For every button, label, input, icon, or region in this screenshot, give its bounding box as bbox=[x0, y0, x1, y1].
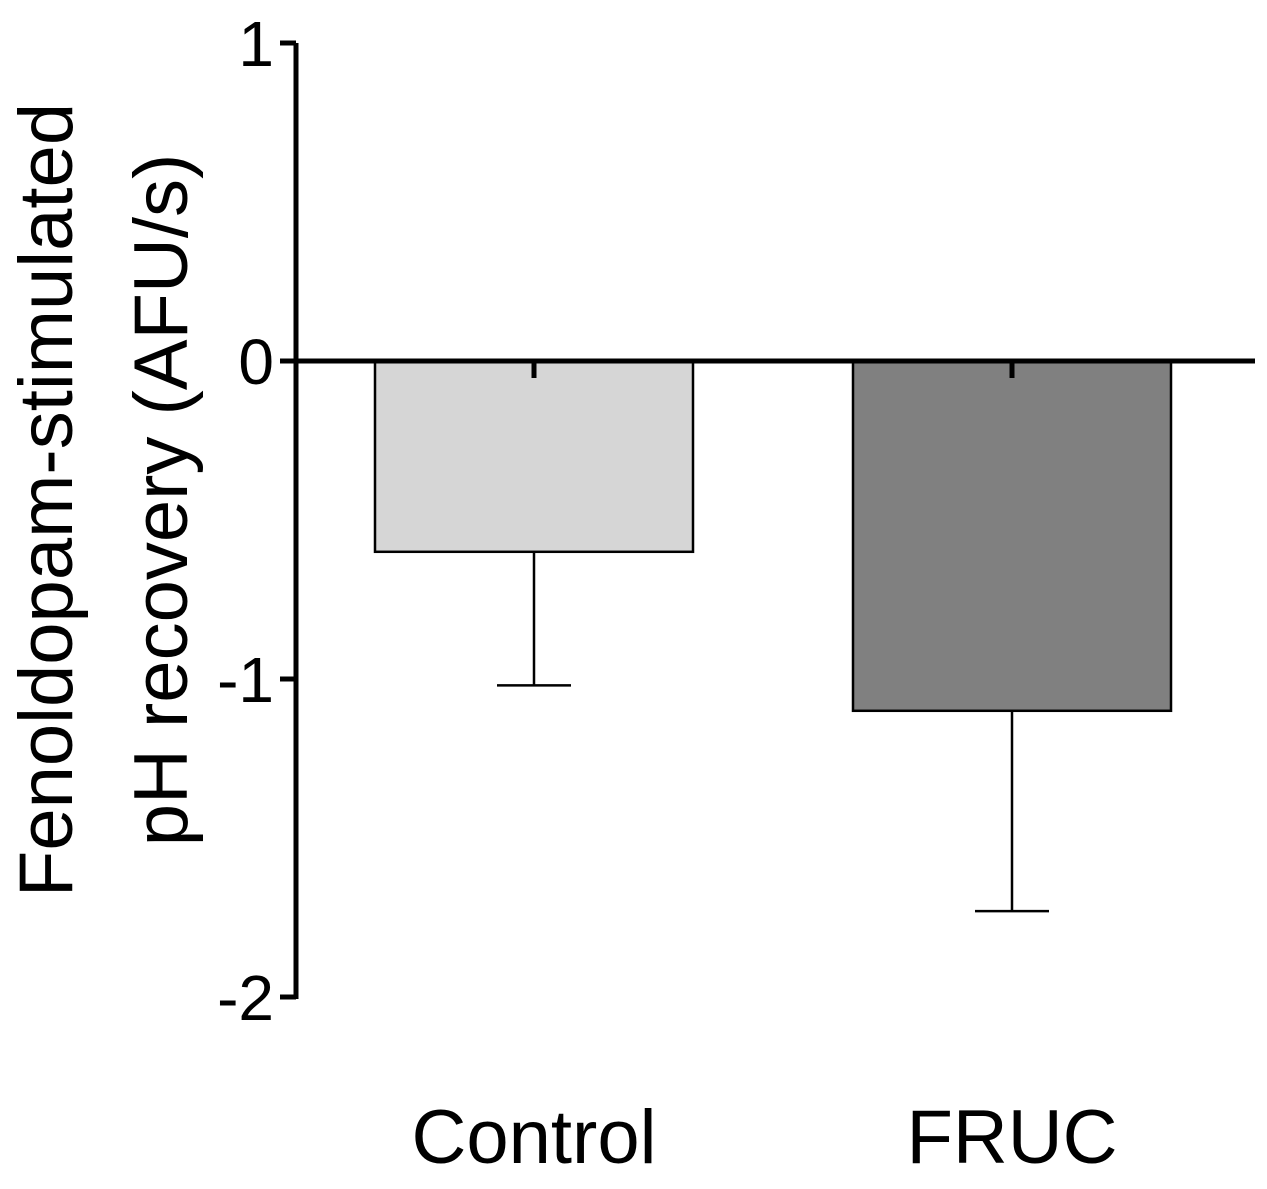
bar-control bbox=[373, 359, 695, 554]
category-label-fruc: FRUC bbox=[906, 1095, 1117, 1180]
bars-group bbox=[373, 359, 1173, 713]
y-tick-label: 1 bbox=[238, 8, 274, 80]
y-axis-title-line-2: pH recovery (AFU/s) bbox=[119, 154, 204, 847]
error-bars-group bbox=[497, 361, 1049, 913]
y-ticks-group: 1 0 -1 -2 bbox=[217, 8, 296, 1034]
y-tick-label: -2 bbox=[217, 962, 274, 1034]
category-labels-group: Control FRUC bbox=[412, 1095, 1118, 1180]
y-tick-label: 0 bbox=[238, 326, 274, 398]
category-label-control: Control bbox=[412, 1095, 657, 1180]
bar-fruc bbox=[851, 359, 1173, 713]
y-axis-title-line-1: Fenoldopam-stimulated bbox=[4, 103, 89, 897]
y-tick-label: -1 bbox=[217, 644, 274, 716]
